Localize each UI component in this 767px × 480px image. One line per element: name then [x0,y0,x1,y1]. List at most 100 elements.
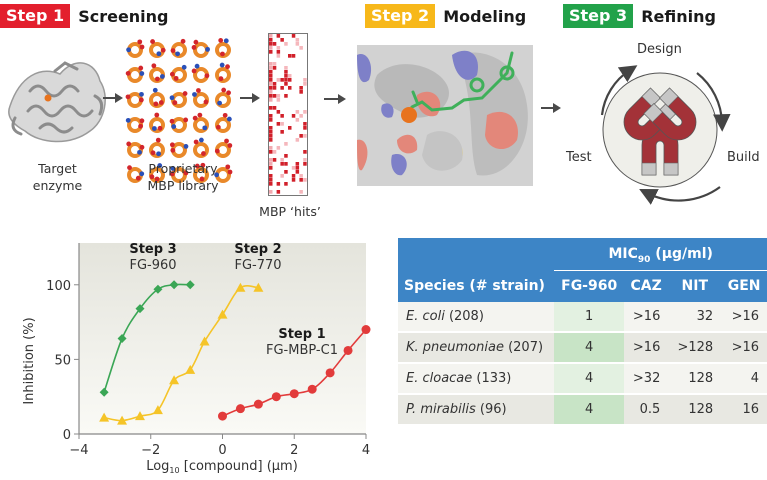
step3-badge: Step 3 [563,4,634,28]
cycle-arrow-icon [696,72,731,132]
hit-cell [272,150,277,154]
hit-cell [269,190,273,194]
hit-cell [303,158,307,162]
step1-title: Screening [78,6,169,26]
hit-cell [269,50,273,54]
hit-cell [269,126,273,130]
hit-cell [269,94,273,98]
mbp-hits-grid [268,33,308,196]
hit-cell [288,78,292,82]
x-tick-label: 2 [290,443,298,458]
enzyme-illustration [8,61,106,143]
hit-cell [276,190,281,194]
molecule-icon [169,165,189,183]
hit-cell [269,146,273,150]
hit-cell [291,166,296,170]
molecule-icon [125,65,145,83]
hit-cell [269,106,273,110]
step2-badge: Step 2 [365,4,436,28]
x-tick-label: 4 [362,443,370,458]
molecule-icon [149,137,165,158]
molecule-icon [191,63,210,83]
hit-cell [280,158,284,162]
hit-cell [269,82,273,86]
column-header-caz: CAZ [623,270,669,302]
hit-cell [276,78,281,82]
step3-header: Step 3 Refining [563,4,716,28]
hit-cell [280,130,284,134]
mic-value-cell: >32 [623,363,669,395]
hit-cell [269,62,273,66]
data-point [199,336,210,346]
hit-cell [272,94,277,98]
column-header-species: Species (# strain) [398,270,555,302]
molecule-icon [215,38,231,58]
data-point [235,282,246,292]
magnet-icon [641,126,679,176]
series-line-fg-770 [103,284,259,422]
data-point [218,411,227,421]
mic-value-cell: 1 [554,302,624,333]
cycle-label-build: Build [727,150,760,165]
hit-cell [276,46,281,50]
hit-cell [272,86,277,90]
column-header-fg960: FG-960 [554,270,624,302]
data-point [169,375,180,385]
molecule-icon [215,87,231,108]
mic-value-cell: >16 [721,332,767,364]
mic-value-cell: >16 [623,332,669,364]
hit-cell [291,34,296,38]
hit-cell [299,90,303,94]
mic-value-cell: 4 [554,332,624,364]
molecule-icon [149,112,165,133]
hit-cell [269,98,273,102]
data-point [271,392,281,402]
hit-cell [284,154,288,158]
cycle-label-test: Test [566,150,592,165]
hit-cell [272,106,277,110]
data-point [253,282,264,292]
molecule-icon [191,39,210,58]
hit-cell [276,146,281,150]
data-point [117,334,127,343]
magnet-icon [643,87,697,141]
mbp-library-illustration [125,38,233,183]
hit-cell [269,158,273,162]
hit-cell [288,54,292,58]
metal-ion-icon [44,94,52,102]
hit-cell [295,42,300,46]
hit-cell [269,150,273,154]
hit-cell [284,142,288,146]
data-point [289,389,299,399]
hit-cell [280,38,284,42]
refining-cycle-diagram [600,65,731,205]
caption-mbp-library: Proprietary MBP library [147,161,219,193]
species-cell: E. coli (208) [398,302,555,333]
mic-value-cell: 128 [668,363,722,395]
mic-value-cell: 32 [668,302,722,333]
hit-cell [276,34,281,38]
molecule-icon [169,142,189,158]
mic-value-cell: >16 [721,302,767,333]
data-point [99,387,109,397]
hit-cell [288,126,292,130]
hit-cell [299,114,303,118]
data-point [185,280,195,290]
data-point [117,415,128,425]
data-point [169,280,179,290]
mic-value-cell: >128 [668,332,722,364]
data-point [185,364,196,374]
hit-cell [284,66,288,70]
hit-cell [284,70,288,74]
table-row: P. mirabilis (96) 4 0.5 128 16 [398,394,767,426]
data-point [361,325,371,335]
species-cell: K. pneumoniae (207) [398,332,555,364]
hit-cell [280,78,284,82]
step1-badge: Step 1 [0,4,71,28]
hit-cell [303,150,307,154]
mic-value-cell: 128 [668,394,722,426]
molecule-icon [125,117,145,133]
column-header-nit: NIT [668,270,722,302]
hit-cell [295,162,300,166]
label-fg770: FG-770 [234,258,281,273]
